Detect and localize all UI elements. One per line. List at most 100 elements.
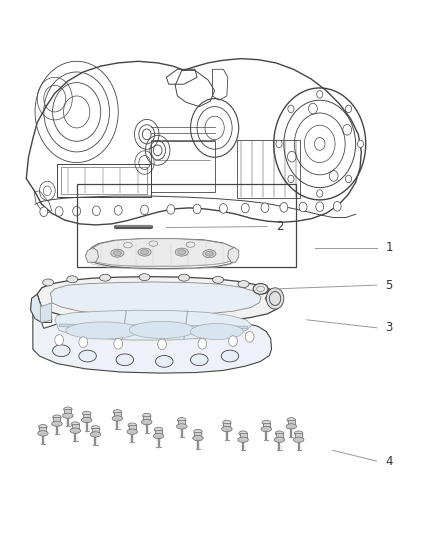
Text: 2: 2 <box>276 220 283 233</box>
Text: 5: 5 <box>385 279 393 292</box>
Ellipse shape <box>141 419 152 425</box>
Circle shape <box>280 203 288 212</box>
Ellipse shape <box>113 251 121 256</box>
Circle shape <box>219 204 227 213</box>
Ellipse shape <box>257 287 268 294</box>
Polygon shape <box>88 239 237 269</box>
Ellipse shape <box>70 428 81 433</box>
Ellipse shape <box>111 249 124 257</box>
Ellipse shape <box>205 251 213 256</box>
Polygon shape <box>85 248 99 262</box>
Ellipse shape <box>53 345 70 357</box>
Ellipse shape <box>265 295 276 302</box>
Text: 4: 4 <box>385 455 393 467</box>
Ellipse shape <box>129 321 195 338</box>
Ellipse shape <box>142 414 151 418</box>
Polygon shape <box>31 294 42 321</box>
Bar <box>57 164 151 197</box>
Bar <box>240 433 247 439</box>
Ellipse shape <box>191 354 208 366</box>
Ellipse shape <box>66 322 140 339</box>
Circle shape <box>261 203 269 213</box>
Ellipse shape <box>213 276 223 284</box>
Polygon shape <box>33 310 272 373</box>
Bar <box>64 409 71 415</box>
Bar <box>276 433 283 439</box>
Ellipse shape <box>293 437 304 442</box>
Bar <box>151 141 215 192</box>
Ellipse shape <box>275 431 284 436</box>
Ellipse shape <box>112 416 123 421</box>
Ellipse shape <box>38 431 48 436</box>
Ellipse shape <box>71 422 80 426</box>
Bar <box>114 412 121 417</box>
Ellipse shape <box>294 431 303 436</box>
Circle shape <box>276 140 282 148</box>
Polygon shape <box>40 303 52 322</box>
Ellipse shape <box>155 356 173 367</box>
Ellipse shape <box>194 430 202 434</box>
Ellipse shape <box>222 426 232 432</box>
Ellipse shape <box>64 407 72 411</box>
Ellipse shape <box>138 248 151 256</box>
Bar <box>178 420 185 425</box>
Bar <box>53 417 60 423</box>
Circle shape <box>333 201 341 211</box>
Ellipse shape <box>177 418 186 422</box>
Bar <box>194 432 201 437</box>
Circle shape <box>229 336 237 346</box>
Polygon shape <box>90 239 237 266</box>
Ellipse shape <box>67 276 78 282</box>
Ellipse shape <box>261 426 272 432</box>
Circle shape <box>357 140 364 148</box>
Bar <box>295 433 302 439</box>
Ellipse shape <box>139 274 150 280</box>
Bar <box>83 414 90 419</box>
Polygon shape <box>50 282 261 316</box>
Circle shape <box>317 190 323 197</box>
Circle shape <box>198 338 207 349</box>
Ellipse shape <box>53 415 61 420</box>
Ellipse shape <box>178 274 189 281</box>
Ellipse shape <box>63 413 73 418</box>
Ellipse shape <box>79 350 96 362</box>
Ellipse shape <box>262 420 271 425</box>
Bar <box>39 427 46 432</box>
Ellipse shape <box>191 324 243 340</box>
Ellipse shape <box>238 437 248 442</box>
Text: 1: 1 <box>385 241 393 254</box>
Ellipse shape <box>287 418 296 422</box>
Polygon shape <box>37 277 281 324</box>
Circle shape <box>79 337 88 348</box>
Polygon shape <box>228 247 239 262</box>
Circle shape <box>266 288 284 309</box>
Ellipse shape <box>223 420 231 425</box>
Bar <box>263 423 270 428</box>
Ellipse shape <box>239 431 247 436</box>
Text: 3: 3 <box>385 321 393 334</box>
Ellipse shape <box>274 437 285 442</box>
Ellipse shape <box>116 354 134 366</box>
Ellipse shape <box>99 274 110 281</box>
Circle shape <box>346 175 352 183</box>
Ellipse shape <box>177 424 187 429</box>
Circle shape <box>158 339 166 350</box>
Bar <box>155 430 162 435</box>
Bar <box>143 416 150 421</box>
Ellipse shape <box>82 411 91 416</box>
Circle shape <box>40 207 48 216</box>
Ellipse shape <box>193 435 203 441</box>
Ellipse shape <box>253 284 268 294</box>
Circle shape <box>73 206 81 216</box>
Circle shape <box>193 204 201 214</box>
Ellipse shape <box>127 429 138 434</box>
Ellipse shape <box>238 280 249 288</box>
Circle shape <box>114 206 122 215</box>
Ellipse shape <box>39 424 47 430</box>
Bar <box>223 423 230 428</box>
Circle shape <box>167 205 175 214</box>
Polygon shape <box>31 294 52 322</box>
Polygon shape <box>184 310 187 340</box>
Ellipse shape <box>286 424 297 429</box>
Bar <box>92 428 99 433</box>
